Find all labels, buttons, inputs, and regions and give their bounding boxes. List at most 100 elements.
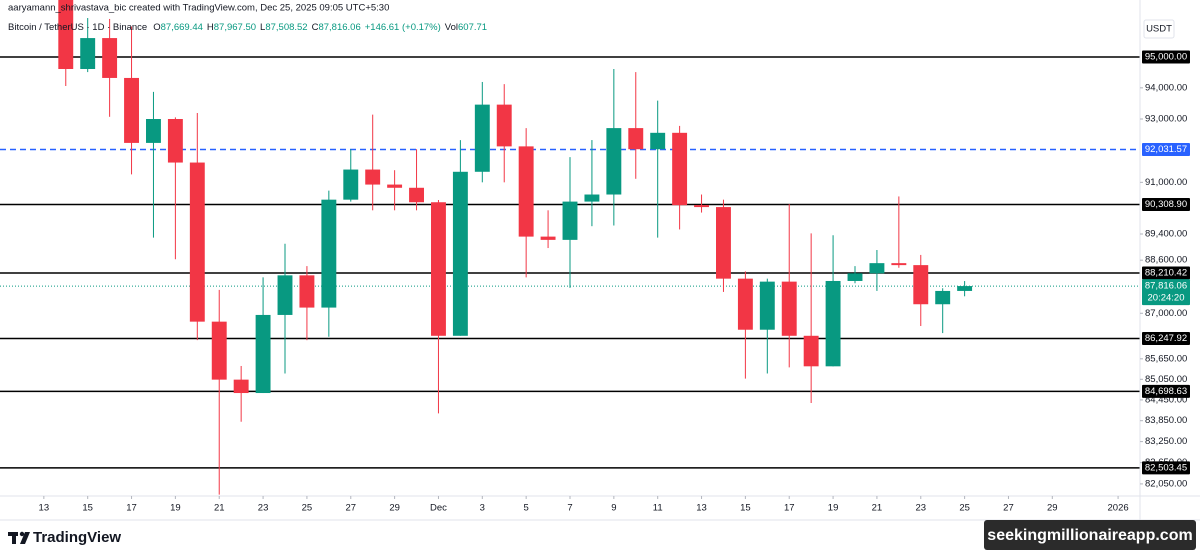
x-tick-label: 27 [1003, 503, 1014, 514]
x-tick-label: 23 [915, 503, 926, 514]
candle-body [606, 128, 622, 195]
x-tick-label: 17 [784, 503, 795, 514]
y-tick-label: 94,000.00 [1145, 82, 1187, 93]
x-tick-label: 19 [828, 503, 839, 514]
ohlc-value: 87,669.44 [161, 22, 203, 33]
candle-body [277, 275, 293, 315]
y-tick-label: 83,850.00 [1145, 415, 1187, 426]
currency-box [1143, 19, 1175, 39]
candle-body [562, 201, 578, 240]
level-label: 86,247.92 [1145, 333, 1187, 344]
ohlc-value: 87,967.50 [214, 22, 256, 33]
x-tick-label: 13 [696, 503, 707, 514]
candle-body [628, 128, 644, 150]
level-label: 90,308.90 [1145, 199, 1187, 210]
ohlc-label: H [207, 22, 214, 33]
last-price-label: 87,816.06 [1145, 281, 1187, 292]
x-tick-label: Dec [430, 503, 447, 514]
plot-area [0, 0, 1140, 495]
candle-body [343, 169, 359, 200]
x-tick-label: 13 [39, 503, 50, 514]
x-tick-label: 2026 [1108, 503, 1129, 514]
watermark-box [984, 520, 1196, 550]
candle-body [891, 263, 907, 266]
candle-body [935, 290, 951, 305]
level-label: 95,000.00 [1145, 52, 1187, 63]
level-label-box [1142, 198, 1190, 212]
candle-body [825, 280, 841, 367]
ohlc-label: O [153, 22, 160, 33]
candle-body [672, 132, 688, 206]
change: +146.61 (+0.17%) [365, 22, 441, 33]
y-tick-label: 89,400.00 [1145, 229, 1187, 240]
symbol: Bitcoin / TetherUS · 1D · Binance [8, 22, 147, 33]
candle-body [365, 169, 381, 185]
x-tick-label: 23 [258, 503, 269, 514]
y-tick-label: 82,050.00 [1145, 478, 1187, 489]
level-label-box [1142, 50, 1190, 64]
candle-body [146, 119, 161, 143]
candle-body [167, 119, 183, 163]
candle-body [869, 263, 885, 274]
ohlc-value: 87,508.52 [265, 22, 307, 33]
x-tick-label: 9 [611, 503, 616, 514]
candle-body [321, 199, 337, 308]
tradingview-logo [8, 531, 30, 544]
candle-body [255, 314, 271, 394]
x-tick-label: 21 [872, 503, 883, 514]
level-label-box [1142, 142, 1190, 156]
candle-body [957, 286, 973, 291]
candle-body [431, 202, 446, 336]
y-tick-label: 84,450.00 [1145, 394, 1187, 405]
candle-body [80, 38, 96, 70]
candle-body [474, 104, 490, 172]
level-label: 88,210.42 [1145, 268, 1187, 279]
candle-body [759, 281, 775, 330]
x-tick-label: 5 [524, 503, 529, 514]
x-tick-label: 25 [959, 503, 970, 514]
x-tick-label: 29 [1047, 503, 1058, 514]
candle-body [584, 194, 600, 202]
x-tick-label: 3 [480, 503, 485, 514]
candle-body [409, 187, 424, 203]
y-tick-label: 88,600.00 [1145, 255, 1187, 266]
currency: USDT [1146, 24, 1172, 35]
candle-body [847, 273, 863, 281]
candle-body [781, 281, 797, 336]
candle-body [211, 321, 227, 380]
level-label: 92,031.57 [1145, 144, 1187, 155]
level-label-box [1142, 332, 1190, 346]
y-tick-label: 83,250.00 [1145, 436, 1187, 447]
candle-body [102, 38, 118, 78]
candle-body [189, 162, 205, 322]
candle-body [540, 236, 556, 240]
volume-value: 607.71 [458, 22, 487, 33]
x-tick-label: 17 [126, 503, 137, 514]
x-tick-label: 19 [170, 503, 181, 514]
x-tick-label: 21 [214, 503, 225, 514]
x-tick-label: 15 [82, 503, 93, 514]
candle-body [650, 132, 666, 150]
y-tick-label: 93,000.00 [1145, 114, 1187, 125]
candle-body [913, 265, 929, 305]
ohlc-label: C [312, 22, 319, 33]
last-price-box [1142, 279, 1190, 306]
candle-body [299, 275, 315, 308]
countdown: 20:24:20 [1148, 293, 1185, 304]
candle-body [124, 77, 139, 143]
level-label-box [1142, 461, 1190, 475]
y-tick-label: 85,650.00 [1145, 353, 1187, 364]
y-tick-label: 85,050.00 [1145, 374, 1187, 385]
level-label-box [1142, 266, 1190, 280]
level-label-box [1142, 384, 1190, 398]
x-tick-label: 25 [302, 503, 313, 514]
x-tick-label: 11 [653, 503, 663, 514]
x-tick-label: 29 [389, 503, 400, 514]
x-tick-label: 15 [740, 503, 751, 514]
attribution: aaryamann_shrivastava_bic created with T… [8, 3, 389, 14]
candle-body [803, 335, 819, 367]
legend: Bitcoin / TetherUS · 1D · Binance O87,669… [8, 22, 487, 33]
watermark: seekingmillionaireapp.com [987, 527, 1192, 544]
candle-body [387, 184, 403, 188]
